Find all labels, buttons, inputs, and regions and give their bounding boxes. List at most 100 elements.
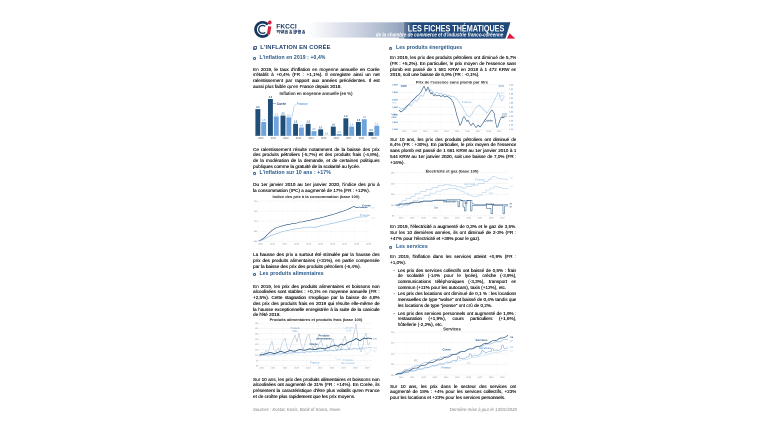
svg-text:2015: 2015 <box>318 243 323 245</box>
svg-text:Gaz: Gaz <box>434 207 439 210</box>
svg-text:1,0: 1,0 <box>350 124 354 127</box>
svg-text:2012: 2012 <box>283 137 289 140</box>
svg-text:150: 150 <box>255 328 259 330</box>
svg-text:2014: 2014 <box>444 131 449 133</box>
svg-text:2019: 2019 <box>371 137 377 140</box>
svg-text:France: France <box>475 177 485 181</box>
svg-text:Services: Services <box>479 346 491 350</box>
svg-text:2016: 2016 <box>330 368 335 370</box>
svg-text:2015: 2015 <box>455 218 460 220</box>
svg-text:1,54: 1,54 <box>509 92 514 95</box>
svg-text:2010: 2010 <box>399 218 404 220</box>
svg-text:2013: 2013 <box>294 368 299 370</box>
svg-text:2010: 2010 <box>402 131 407 133</box>
svg-text:frais: frais <box>293 329 299 333</box>
svg-text:80: 80 <box>256 366 259 368</box>
svg-text:1,5: 1,5 <box>262 119 266 122</box>
svg-text:1,400: 1,400 <box>392 121 398 124</box>
svg-text:2015: 2015 <box>321 137 327 140</box>
svg-text:2016: 2016 <box>465 131 470 133</box>
svg-text:100: 100 <box>255 355 259 357</box>
svg-text:Gaz: Gaz <box>489 192 494 195</box>
svg-text:Corée: Corée <box>310 342 319 346</box>
svg-text:Indice des prix à la consommat: Indice des prix à la consommation (base … <box>272 194 360 199</box>
svg-text:France: France <box>462 100 472 104</box>
svg-text:Services: Services <box>443 326 461 331</box>
svg-text:2012: 2012 <box>282 243 287 245</box>
svg-text:2010: 2010 <box>258 137 264 140</box>
svg-text:1,51: 1,51 <box>392 100 397 102</box>
svg-text:2017: 2017 <box>478 218 483 220</box>
svg-text:2,2: 2,2 <box>281 112 285 115</box>
svg-text:105: 105 <box>254 231 258 233</box>
svg-text:Corée: Corée <box>277 102 287 106</box>
svg-text:2016: 2016 <box>466 377 471 379</box>
svg-text:1,36: 1,36 <box>509 120 514 122</box>
svg-text:0,2: 0,2 <box>337 131 341 134</box>
svg-text:1,60: 1,60 <box>509 85 514 87</box>
svg-text:2019: 2019 <box>497 131 502 133</box>
svg-text:France: France <box>310 360 320 364</box>
svg-text:Produits: Produits <box>343 358 353 362</box>
svg-text:97: 97 <box>510 206 513 208</box>
svg-text:2,9: 2,9 <box>256 106 260 109</box>
svg-text:1,1: 1,1 <box>375 123 379 126</box>
svg-text:Services: Services <box>476 338 488 342</box>
svg-text:KRW: KRW <box>502 116 508 118</box>
svg-text:100: 100 <box>391 205 395 207</box>
svg-text:Produits: Produits <box>290 326 300 330</box>
svg-text:1,800: 1,800 <box>392 92 398 94</box>
svg-text:110: 110 <box>255 350 259 352</box>
svg-text:France: France <box>297 102 308 106</box>
svg-text:0,4: 0,4 <box>369 129 373 132</box>
svg-text:FKCCI: FKCCI <box>276 24 297 31</box>
svg-text:1,500: 1,500 <box>392 114 398 116</box>
svg-text:2018: 2018 <box>359 137 365 140</box>
svg-text:LES FICHES THÉMATIQUES: LES FICHES THÉMATIQUES <box>408 23 505 33</box>
svg-text:1,600: 1,600 <box>392 107 398 109</box>
svg-text:2019: 2019 <box>366 243 371 245</box>
svg-text:2015: 2015 <box>318 368 323 370</box>
svg-text:alimentaires: alimentaires <box>316 337 332 341</box>
svg-text:Produits alimentaires et produ: Produits alimentaires et produits frais … <box>270 317 363 322</box>
svg-text:1,8: 1,8 <box>363 116 367 119</box>
svg-text:2017: 2017 <box>476 131 481 133</box>
svg-text:115: 115 <box>391 343 395 345</box>
svg-text:2014: 2014 <box>306 368 311 370</box>
svg-text:2017: 2017 <box>342 243 347 245</box>
svg-text:2011: 2011 <box>413 131 418 133</box>
svg-text:120: 120 <box>254 201 258 203</box>
svg-text:2019: 2019 <box>500 377 505 379</box>
svg-text:2016: 2016 <box>330 243 335 245</box>
svg-text:EUR: EUR <box>499 85 504 88</box>
svg-text:115: 115 <box>254 211 258 213</box>
svg-text:2013: 2013 <box>433 218 438 220</box>
svg-text:2018: 2018 <box>353 368 358 370</box>
svg-text:1,900: 1,900 <box>392 85 398 87</box>
svg-text:131: 131 <box>373 339 377 341</box>
svg-text:2018: 2018 <box>489 218 494 220</box>
svg-text:Corée: Corée <box>362 203 371 207</box>
svg-text:117: 117 <box>371 208 375 210</box>
svg-text:2013: 2013 <box>296 137 302 140</box>
svg-text:2015: 2015 <box>455 377 460 379</box>
svg-text:0,9: 0,9 <box>300 124 304 127</box>
svg-text:France: France <box>360 213 370 217</box>
svg-text:2018: 2018 <box>486 131 491 133</box>
svg-text:1,661: 1,661 <box>391 114 397 116</box>
svg-text:2013: 2013 <box>433 377 438 379</box>
svg-text:Inflation en moyenne annuelle: Inflation en moyenne annuelle (en %) <box>280 91 354 96</box>
svg-text:1,0: 1,0 <box>332 124 336 127</box>
svg-text:1,3: 1,3 <box>306 121 310 124</box>
svg-text:1,30: 1,30 <box>509 129 514 131</box>
svg-text:EUR: EUR <box>499 96 504 98</box>
svg-text:160: 160 <box>391 173 395 175</box>
svg-text:2014: 2014 <box>444 218 449 220</box>
svg-text:1,9: 1,9 <box>344 115 348 118</box>
svg-text:2016: 2016 <box>466 218 471 220</box>
svg-text:2,1: 2,1 <box>275 113 279 116</box>
svg-text:Corée: Corée <box>442 347 451 351</box>
svg-text:100: 100 <box>391 375 395 377</box>
svg-text:2010: 2010 <box>259 368 264 370</box>
svg-text:105: 105 <box>391 364 395 366</box>
